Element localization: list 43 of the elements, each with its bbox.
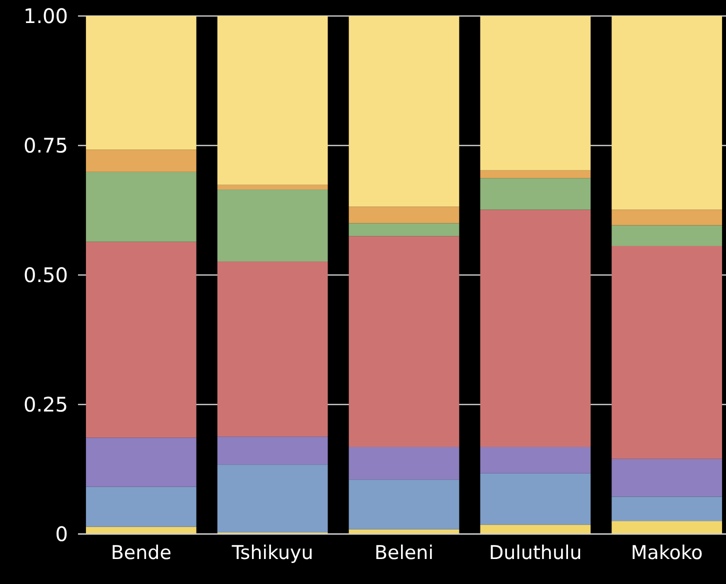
- bar: [86, 150, 196, 172]
- x-tick-label: Duluthulu: [489, 542, 582, 564]
- bar: [612, 458, 722, 497]
- x-tick-label: Beleni: [374, 542, 434, 564]
- x-tick-label: Makoko: [630, 542, 703, 564]
- bar: [480, 524, 591, 534]
- bar: [612, 246, 722, 459]
- bar: [348, 223, 460, 236]
- bar: [86, 526, 196, 534]
- bar: [86, 242, 196, 438]
- bar: [348, 206, 460, 224]
- bar: [480, 210, 591, 447]
- bar: [86, 438, 196, 487]
- x-tick-label: Tshikuyu: [230, 542, 314, 564]
- bar: [217, 464, 328, 532]
- bar: [480, 170, 591, 178]
- bar: [612, 210, 722, 226]
- bar: [612, 496, 722, 522]
- bar: [217, 436, 328, 465]
- bar: [217, 184, 328, 190]
- y-tick-label: 0.25: [23, 392, 68, 416]
- y-tick-label: 0.50: [23, 263, 68, 287]
- bar: [217, 16, 328, 185]
- bar: [612, 225, 722, 246]
- bar: [86, 486, 196, 527]
- bar: [86, 16, 196, 150]
- bar: [217, 262, 328, 437]
- bar: [348, 480, 460, 530]
- bar: [348, 16, 460, 207]
- bar: [480, 473, 591, 525]
- bar: [348, 446, 460, 480]
- bar: [86, 172, 196, 242]
- bar: [612, 16, 722, 210]
- bar: [480, 178, 591, 210]
- bar: [348, 236, 460, 447]
- bar: [480, 446, 591, 474]
- x-tick-label: Bende: [110, 542, 172, 564]
- y-tick-label: 0: [55, 522, 68, 546]
- bar: [612, 521, 722, 534]
- y-tick-label: 1.00: [23, 4, 68, 28]
- y-tick-label: 0.75: [23, 134, 68, 158]
- bar: [217, 190, 328, 262]
- bar: [480, 16, 591, 170]
